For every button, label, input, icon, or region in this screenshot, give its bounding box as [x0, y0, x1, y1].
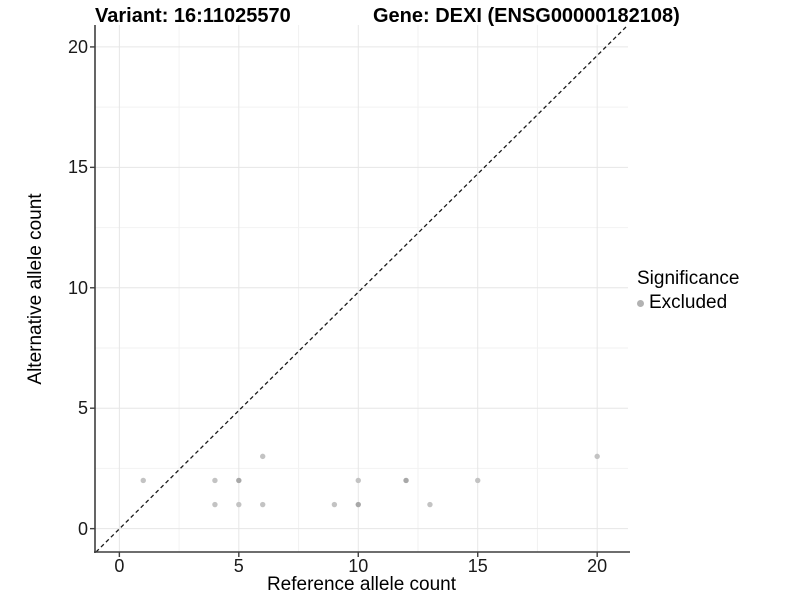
data-point: [236, 477, 242, 484]
data-point: [212, 501, 218, 508]
data-point: [475, 477, 481, 484]
x-axis-label: Reference allele count: [266, 574, 457, 595]
y-tick-label: 20: [67, 36, 88, 57]
data-point: [236, 501, 242, 508]
plot-title-variant: Variant: 16:11025570: [95, 5, 291, 27]
data-point: [260, 453, 266, 460]
data-point: [260, 501, 266, 508]
plot-title-gene: Gene: DEXI (ENSG00000182108): [373, 5, 680, 27]
data-point: [140, 477, 146, 484]
x-tick-label: 20: [587, 556, 608, 576]
legend-point-icon: [637, 299, 644, 307]
y-tick-label: 0: [77, 518, 88, 539]
data-point: [212, 477, 218, 484]
data-point: [355, 501, 361, 508]
legend: Significance Excluded: [637, 268, 739, 314]
x-tick-label: 15: [467, 556, 488, 576]
data-point: [427, 501, 433, 508]
x-tick-label: 5: [233, 556, 244, 576]
legend-entry-label: Excluded: [649, 292, 728, 313]
x-tick-label: 10: [348, 556, 369, 576]
x-tick-label: 0: [114, 556, 125, 576]
data-point: [355, 477, 361, 484]
data-point: [594, 453, 600, 460]
y-tick-label: 10: [67, 277, 88, 298]
data-point: [403, 477, 409, 484]
y-tick-label: 5: [77, 398, 88, 419]
identity-line: [95, 24, 629, 553]
y-tick-label: 15: [67, 157, 88, 178]
legend-entry-excluded: Excluded: [637, 292, 739, 314]
data-point: [331, 501, 338, 508]
legend-title: Significance: [637, 268, 740, 289]
